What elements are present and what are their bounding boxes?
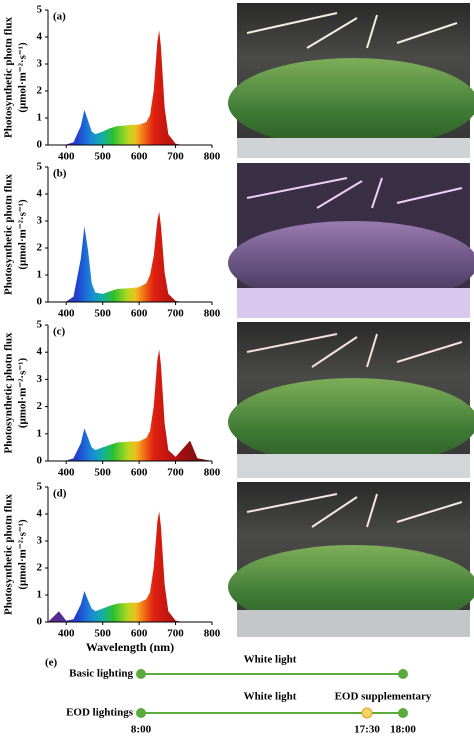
time-label: 18:00 (390, 724, 416, 736)
y-tick-label: 2 (37, 85, 43, 97)
time-point (136, 669, 146, 679)
x-tick-label: 400 (58, 628, 75, 640)
y-axis-label: Photosynthetic photn flux (3, 493, 15, 615)
panel-label: (b) (53, 168, 67, 180)
y-tick-label: 5 (37, 481, 43, 493)
y-axis-label: Photosynthetic photn flux (3, 332, 15, 454)
y-tick-label: 3 (37, 373, 43, 385)
y-tick-label: 4 (37, 188, 43, 200)
segment-label: EOD supplementary (335, 691, 432, 703)
y-tick-label: 0 (37, 296, 43, 308)
x-axis-label: Wavelength (nm) (86, 640, 174, 654)
x-tick-label: 400 (58, 467, 75, 479)
y-axis-label: (μmol·m⁻²·s⁻¹) (17, 358, 29, 429)
panel-label: (c) (53, 326, 66, 338)
y-tick-label: 3 (37, 58, 43, 70)
segment-label: White light (244, 691, 297, 703)
spectrum-area (48, 349, 212, 461)
photo (228, 482, 474, 637)
y-tick-label: 2 (37, 242, 43, 254)
y-tick-label: 5 (37, 4, 43, 16)
x-tick-label: 400 (58, 308, 75, 320)
time-label: 17:30 (354, 724, 380, 736)
y-tick-label: 3 (37, 535, 43, 547)
x-tick-label: 700 (167, 628, 184, 640)
x-tick-label: 500 (94, 151, 111, 163)
time-point (398, 669, 408, 679)
y-tick-label: 4 (37, 31, 43, 43)
y-tick-label: 4 (37, 346, 43, 358)
segment-label: White light (244, 654, 297, 666)
y-axis-label: (μmol·m⁻²·s⁻¹) (17, 42, 29, 113)
time-label: 8:00 (131, 724, 152, 736)
y-tick-label: 2 (37, 400, 43, 412)
y-tick-label: 1 (37, 589, 43, 601)
row-label: EOD lightings (66, 707, 134, 719)
y-axis-label: Photosynthetic photn flux (3, 16, 15, 138)
x-tick-label: 800 (204, 308, 221, 320)
panel-label: (a) (53, 11, 66, 23)
x-tick-label: 500 (94, 467, 111, 479)
y-tick-label: 1 (37, 269, 43, 281)
x-tick-label: 600 (131, 628, 148, 640)
timeline: (e) White light Basic lighting White lig… (45, 654, 432, 736)
time-point (398, 708, 408, 718)
x-tick-label: 600 (131, 308, 148, 320)
y-tick-label: 1 (37, 427, 43, 439)
y-axis-label: (μmol·m⁻²·s⁻¹) (17, 519, 29, 590)
y-tick-label: 4 (37, 508, 43, 520)
x-tick-label: 800 (204, 628, 221, 640)
y-tick-label: 3 (37, 215, 43, 227)
x-tick-label: 600 (131, 467, 148, 479)
x-tick-label: 500 (94, 628, 111, 640)
y-axis-label: (μmol·m⁻²·s⁻¹) (17, 199, 29, 270)
x-tick-label: 700 (167, 467, 184, 479)
photo (228, 3, 474, 158)
y-tick-label: 0 (37, 616, 43, 628)
photo (228, 163, 474, 318)
photo (228, 322, 474, 478)
panel-label: (d) (53, 488, 67, 500)
panel-label: (e) (45, 657, 58, 669)
x-tick-label: 700 (167, 151, 184, 163)
spectrum-area (48, 30, 212, 145)
y-tick-label: 1 (37, 112, 43, 124)
x-tick-label: 800 (204, 151, 221, 163)
x-tick-label: 500 (94, 308, 111, 320)
y-tick-label: 0 (37, 455, 43, 467)
y-tick-label: 2 (37, 562, 43, 574)
x-tick-label: 400 (58, 151, 75, 163)
y-tick-label: 5 (37, 319, 43, 331)
spectrum-area (48, 511, 212, 622)
x-tick-label: 700 (167, 308, 184, 320)
spectrum-area (48, 211, 212, 302)
x-tick-label: 800 (204, 467, 221, 479)
time-point (136, 708, 146, 718)
row-label: Basic lighting (69, 668, 133, 680)
y-tick-label: 5 (37, 161, 43, 173)
y-tick-label: 0 (37, 139, 43, 151)
time-point (361, 707, 373, 719)
x-tick-label: 600 (131, 151, 148, 163)
y-axis-label: Photosynthetic photn flux (3, 173, 15, 295)
